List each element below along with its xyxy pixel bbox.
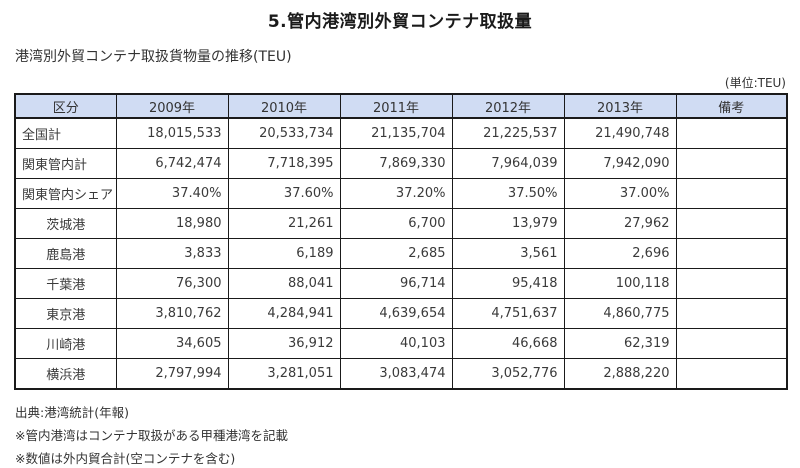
table-row-kashima-port: 鹿島港 3,833 6,189 2,685 3,561 2,696: [14, 238, 788, 269]
value-cell: 3,052,776: [451, 358, 565, 390]
table-row-national-total: 全国計 18,015,533 20,533,734 21,135,704 21,…: [14, 117, 788, 149]
remark-cell: [675, 117, 788, 149]
remark-cell: [675, 208, 788, 239]
value-cell: 37.50%: [451, 178, 565, 209]
value-cell: 6,700: [339, 208, 453, 239]
table-row-chiba-port: 千葉港 76,300 88,041 96,714 95,418 100,118: [14, 268, 788, 299]
value-cell: 7,964,039: [451, 148, 565, 179]
value-cell: 76,300: [115, 268, 229, 299]
row-label: 東京港: [14, 298, 117, 329]
value-cell: 6,742,474: [115, 148, 229, 179]
value-cell: 2,696: [563, 238, 677, 269]
value-cell: 34,605: [115, 328, 229, 359]
value-cell: 21,261: [227, 208, 341, 239]
value-cell: 18,980: [115, 208, 229, 239]
value-cell: 3,281,051: [227, 358, 341, 390]
remark-cell: [675, 148, 788, 179]
value-cell: 6,189: [227, 238, 341, 269]
footnote-note-1: ※管内港湾はコンテナ取扱がある甲種港湾を記載: [15, 428, 288, 443]
value-cell: 95,418: [451, 268, 565, 299]
table-caption: 港湾別外貿コンテナ取扱貨物量の推移(TEU): [15, 49, 292, 65]
value-cell: 21,490,748: [563, 117, 677, 149]
column-header-remarks: 備考: [675, 93, 788, 119]
page-title: 5.管内港湾別外貿コンテナ取扱量: [267, 12, 533, 32]
unit-label: (単位:TEU): [724, 76, 786, 90]
value-cell: 2,685: [339, 238, 453, 269]
footnotes: 出典:港湾統計(年報) ※管内港湾はコンテナ取扱がある甲種港湾を記載 ※数値は外…: [15, 401, 288, 468]
row-label: 横浜港: [14, 358, 117, 390]
footnote-source: 出典:港湾統計(年報): [15, 405, 129, 420]
value-cell: 36,912: [227, 328, 341, 359]
value-cell: 4,284,941: [227, 298, 341, 329]
value-cell: 37.40%: [115, 178, 229, 209]
remark-cell: [675, 358, 788, 390]
value-cell: 3,833: [115, 238, 229, 269]
value-cell: 13,979: [451, 208, 565, 239]
value-cell: 20,533,734: [227, 117, 341, 149]
value-cell: 18,015,533: [115, 117, 229, 149]
table-row-ibaraki-port: 茨城港 18,980 21,261 6,700 13,979 27,962: [14, 208, 788, 239]
value-cell: 2,888,220: [563, 358, 677, 390]
container-volume-table: 区分 2009年 2010年 2011年 2012年 2013年 備考 全国計 …: [14, 93, 788, 390]
row-label: 関東管内計: [14, 148, 117, 179]
table-row-kanto-total: 関東管内計 6,742,474 7,718,395 7,869,330 7,96…: [14, 148, 788, 179]
value-cell: 27,962: [563, 208, 677, 239]
value-cell: 3,083,474: [339, 358, 453, 390]
value-cell: 7,718,395: [227, 148, 341, 179]
footnote-note-2: ※数値は外内貿合計(空コンテナを含む): [15, 451, 236, 466]
row-label: 関東管内シェア: [14, 178, 117, 209]
row-label: 茨城港: [14, 208, 117, 239]
value-cell: 4,639,654: [339, 298, 453, 329]
value-cell: 46,668: [451, 328, 565, 359]
column-header-2009: 2009年: [115, 93, 229, 119]
value-cell: 7,869,330: [339, 148, 453, 179]
table-header-row: 区分 2009年 2010年 2011年 2012年 2013年 備考: [14, 93, 788, 119]
column-header-2010: 2010年: [227, 93, 341, 119]
row-label: 千葉港: [14, 268, 117, 299]
value-cell: 4,751,637: [451, 298, 565, 329]
value-cell: 100,118: [563, 268, 677, 299]
column-header-2012: 2012年: [451, 93, 565, 119]
value-cell: 37.60%: [227, 178, 341, 209]
value-cell: 3,561: [451, 238, 565, 269]
value-cell: 3,810,762: [115, 298, 229, 329]
column-header-2011: 2011年: [339, 93, 453, 119]
value-cell: 37.20%: [339, 178, 453, 209]
column-header-category: 区分: [14, 93, 117, 119]
table-row-yokohama-port: 横浜港 2,797,994 3,281,051 3,083,474 3,052,…: [14, 358, 788, 390]
row-label: 川崎港: [14, 328, 117, 359]
column-header-2013: 2013年: [563, 93, 677, 119]
table-row-kawasaki-port: 川崎港 34,605 36,912 40,103 46,668 62,319: [14, 328, 788, 359]
remark-cell: [675, 178, 788, 209]
remark-cell: [675, 268, 788, 299]
value-cell: 21,225,537: [451, 117, 565, 149]
table-row-kanto-share: 関東管内シェア 37.40% 37.60% 37.20% 37.50% 37.0…: [14, 178, 788, 209]
value-cell: 96,714: [339, 268, 453, 299]
value-cell: 21,135,704: [339, 117, 453, 149]
remark-cell: [675, 298, 788, 329]
value-cell: 2,797,994: [115, 358, 229, 390]
value-cell: 40,103: [339, 328, 453, 359]
value-cell: 7,942,090: [563, 148, 677, 179]
value-cell: 88,041: [227, 268, 341, 299]
value-cell: 62,319: [563, 328, 677, 359]
table-row-tokyo-port: 東京港 3,810,762 4,284,941 4,639,654 4,751,…: [14, 298, 788, 329]
row-label: 全国計: [14, 117, 117, 149]
row-label: 鹿島港: [14, 238, 117, 269]
value-cell: 4,860,775: [563, 298, 677, 329]
value-cell: 37.00%: [563, 178, 677, 209]
remark-cell: [675, 328, 788, 359]
remark-cell: [675, 238, 788, 269]
